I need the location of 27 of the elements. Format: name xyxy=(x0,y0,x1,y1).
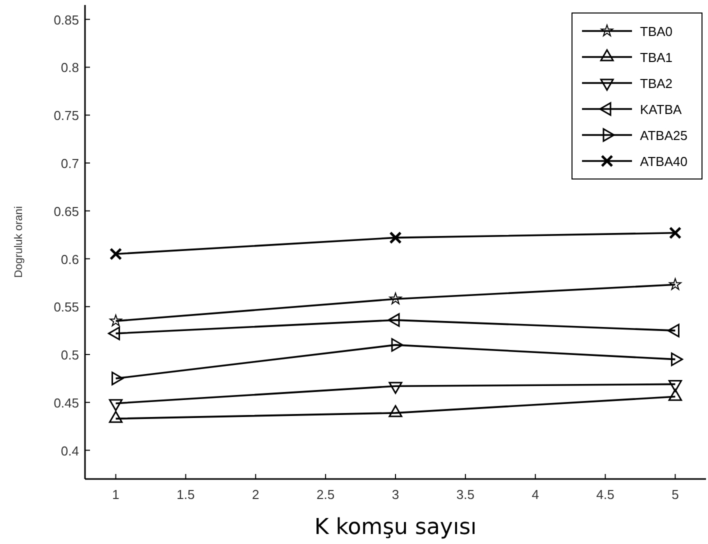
x-tick-label: 4 xyxy=(532,487,539,502)
x-axis-title: K komşu sayısı xyxy=(314,515,477,540)
x-tick-label: 5 xyxy=(672,487,679,502)
legend-label: TBA2 xyxy=(640,76,673,91)
y-tick-label: 0.5 xyxy=(60,348,79,363)
legend-label: ATBA40 xyxy=(640,154,688,169)
y-tick-label: 0.65 xyxy=(54,204,79,219)
legend-label: ATBA25 xyxy=(640,128,688,143)
y-tick-label: 0.45 xyxy=(54,395,79,410)
x-tick-label: 3 xyxy=(392,487,400,502)
x-tick-label: 2.5 xyxy=(316,487,335,502)
x-tick-label: 2 xyxy=(252,487,260,502)
y-tick-label: 0.8 xyxy=(60,60,79,76)
y-tick-label: 0.85 xyxy=(54,12,79,28)
x-tick-label: 1 xyxy=(112,487,120,502)
x-tick-label: 4.5 xyxy=(596,487,614,502)
y-tick-label: 0.75 xyxy=(54,108,79,124)
legend-label: KATBA xyxy=(640,102,682,117)
y-tick-label: 0.4 xyxy=(60,443,79,458)
y-tick-label: 0.7 xyxy=(60,156,79,171)
legend-label: TBA1 xyxy=(640,50,673,65)
y-axis-title: Dogruluk orani xyxy=(13,206,25,278)
y-tick-label: 0.55 xyxy=(54,300,79,315)
x-tick-label: 3.5 xyxy=(456,487,474,502)
x-tick-label: 1.5 xyxy=(176,487,195,502)
y-tick-label: 0.6 xyxy=(60,252,79,267)
legend-label: TBA0 xyxy=(640,24,673,39)
